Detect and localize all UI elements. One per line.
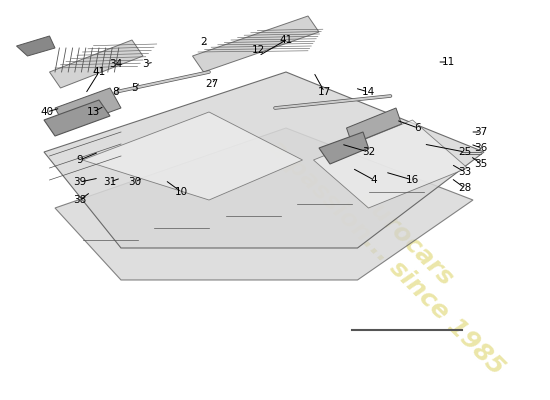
Text: 12: 12 xyxy=(252,45,265,55)
Polygon shape xyxy=(314,120,468,208)
Text: 17: 17 xyxy=(318,87,331,97)
Polygon shape xyxy=(192,16,319,72)
Text: 36: 36 xyxy=(475,143,488,153)
Text: 41: 41 xyxy=(279,35,293,45)
Text: 9: 9 xyxy=(76,155,83,165)
Text: 16: 16 xyxy=(406,175,419,185)
Text: 39: 39 xyxy=(73,177,86,187)
Text: 28: 28 xyxy=(458,183,471,193)
Text: 31: 31 xyxy=(103,177,117,187)
Text: 3: 3 xyxy=(142,59,149,69)
Text: 2: 2 xyxy=(200,37,207,47)
Polygon shape xyxy=(16,36,55,56)
Text: 41: 41 xyxy=(92,67,106,77)
Text: 8: 8 xyxy=(112,87,119,97)
Polygon shape xyxy=(50,40,143,88)
Text: 34: 34 xyxy=(109,59,122,69)
Text: 32: 32 xyxy=(362,147,375,157)
Text: 40: 40 xyxy=(40,107,53,117)
Polygon shape xyxy=(346,108,402,144)
Polygon shape xyxy=(44,100,110,136)
Text: 5: 5 xyxy=(131,83,138,93)
Text: 11: 11 xyxy=(442,57,455,67)
Text: 27: 27 xyxy=(205,79,218,89)
Polygon shape xyxy=(55,128,473,280)
Polygon shape xyxy=(319,132,369,164)
Polygon shape xyxy=(44,72,484,248)
Text: 33: 33 xyxy=(458,167,471,177)
Text: 25: 25 xyxy=(458,147,471,157)
Text: 14: 14 xyxy=(362,87,375,97)
Polygon shape xyxy=(55,88,121,128)
Text: 38: 38 xyxy=(73,195,86,205)
Text: 30: 30 xyxy=(128,177,141,187)
Text: 37: 37 xyxy=(475,127,488,137)
Text: 35: 35 xyxy=(475,159,488,169)
Text: 13: 13 xyxy=(87,107,100,117)
Text: eurocars
a passion... since 1985: eurocars a passion... since 1985 xyxy=(264,116,528,380)
Text: 10: 10 xyxy=(175,187,188,197)
Polygon shape xyxy=(82,112,302,200)
Text: 6: 6 xyxy=(415,123,421,133)
Text: 4: 4 xyxy=(371,175,377,185)
